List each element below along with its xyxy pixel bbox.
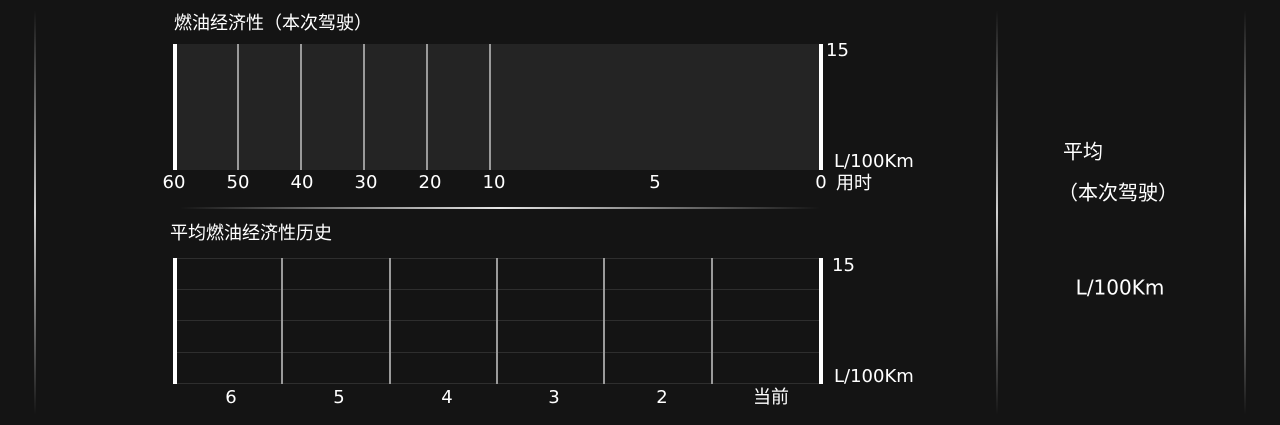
- y-max: 15: [826, 40, 849, 61]
- grid: [237, 44, 491, 170]
- x-label: 6: [225, 387, 236, 408]
- x-label: 4: [441, 387, 452, 408]
- x-label: 0: [815, 172, 826, 193]
- x-label: 2: [656, 387, 667, 408]
- x-axis-label: 用时: [836, 173, 872, 194]
- unit: L/100Km: [834, 366, 914, 387]
- x-label: 当前: [753, 387, 789, 408]
- edge-line: [34, 10, 36, 415]
- x-label: 30: [355, 172, 378, 193]
- grid: [175, 258, 821, 384]
- x-label: 5: [333, 387, 344, 408]
- x-label: 40: [291, 172, 314, 193]
- chart-title: 平均燃油经济性历史: [170, 223, 332, 244]
- x-label: 5: [649, 172, 660, 193]
- edge-line: [1244, 10, 1246, 415]
- x-label: 10: [483, 172, 506, 193]
- x-label: 60: [163, 172, 186, 193]
- average-unit: L/100Km: [1076, 276, 1165, 300]
- x-label: 50: [227, 172, 250, 193]
- separator: [180, 207, 820, 209]
- average-subtitle: （本次驾驶）: [1058, 181, 1178, 205]
- divider: [996, 10, 998, 415]
- x-label: 20: [419, 172, 442, 193]
- chart-title: 燃油经济性（本次驾驶）: [174, 13, 372, 34]
- y-max: 15: [832, 255, 855, 276]
- unit: L/100Km: [834, 151, 914, 172]
- x-label: 3: [548, 387, 559, 408]
- plot-area: [175, 44, 821, 170]
- average-title: 平均: [1063, 140, 1103, 164]
